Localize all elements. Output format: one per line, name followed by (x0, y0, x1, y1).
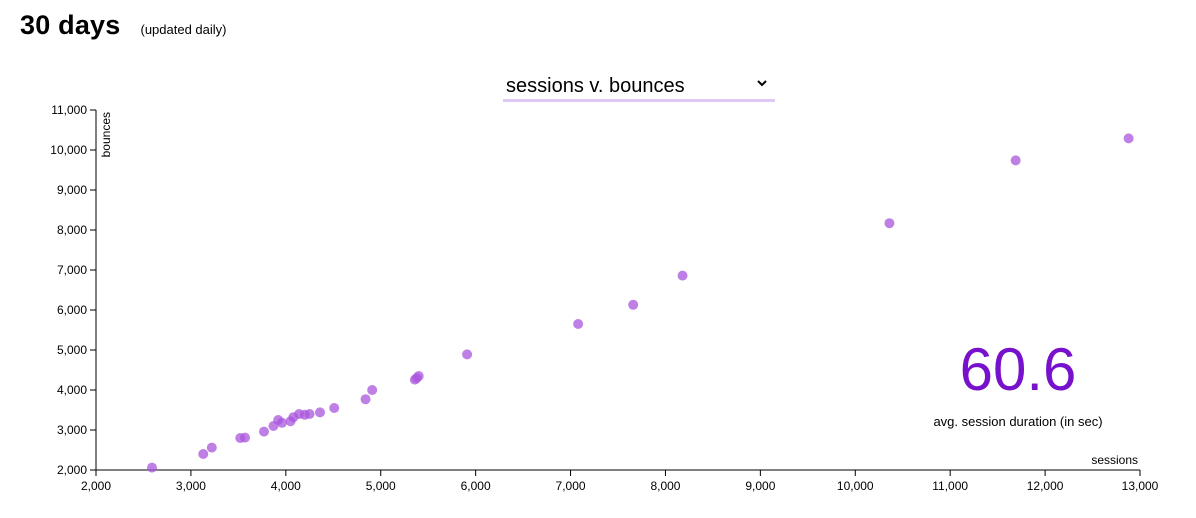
y-tick-label: 8,000 (57, 223, 87, 237)
data-point (258, 426, 269, 437)
data-points (146, 133, 1134, 473)
data-point (367, 385, 378, 395)
data-point (198, 449, 209, 459)
header: 30 days (updated daily) (20, 10, 226, 41)
x-tick-label: 8,000 (650, 479, 680, 493)
y-tick-label: 4,000 (57, 383, 87, 397)
x-tick-label: 4,000 (271, 479, 301, 493)
data-point (413, 371, 424, 381)
y-axis: 2,000 3,000 4,000 5,000 6,000 7,000 8,000 9,000… (50, 103, 97, 477)
data-point (573, 319, 584, 329)
y-tick: 2,000 (57, 463, 96, 477)
data-point (1123, 133, 1134, 144)
y-tick: 11,000 (51, 103, 96, 117)
x-tick: 13,000 (1122, 470, 1159, 493)
data-point (677, 270, 688, 281)
x-tick-label: 6,000 (461, 479, 491, 493)
data-point (314, 407, 325, 418)
data-point (329, 403, 340, 413)
y-tick: 10,000 (50, 143, 96, 157)
y-tick-label: 6,000 (57, 303, 87, 317)
data-point (462, 349, 473, 360)
x-tick: 5,000 (366, 470, 396, 493)
x-tick: 12,000 (1027, 470, 1064, 493)
y-tick-label: 10,000 (50, 143, 87, 157)
data-point (146, 462, 157, 473)
x-tick: 4,000 (271, 470, 301, 493)
data-point (360, 394, 371, 405)
x-tick-label: 13,000 (1122, 479, 1159, 493)
y-tick: 8,000 (57, 223, 96, 237)
data-point (240, 432, 251, 443)
y-tick: 5,000 (57, 343, 96, 357)
chart-type-select-value: sessions v. bounces (506, 75, 685, 97)
x-tick: 6,000 (461, 470, 491, 493)
y-tick-label: 5,000 (57, 343, 87, 357)
x-tick-label: 11,000 (932, 479, 968, 493)
chevron-down-icon (757, 80, 767, 87)
x-tick-label: 3,000 (176, 479, 206, 493)
data-point (628, 299, 639, 310)
y-tick-label: 7,000 (57, 263, 87, 277)
x-axis: 2,000 3,000 4,000 5,000 6,000 7,000 8,000 9,000… (81, 469, 1159, 493)
y-tick: 6,000 (57, 303, 96, 317)
x-tick-label: 5,000 (366, 479, 396, 493)
y-tick: 3,000 (57, 423, 96, 437)
x-tick: 3,000 (176, 470, 206, 493)
data-point (277, 417, 288, 428)
metric-label: avg. session duration (in sec) (933, 414, 1103, 429)
page-subtitle: (updated daily) (140, 22, 227, 37)
y-tick: 9,000 (57, 183, 96, 197)
x-tick: 8,000 (650, 470, 681, 493)
metric-value: 60.6 (959, 336, 1077, 403)
x-tick-label: 9,000 (745, 479, 775, 493)
data-point (304, 409, 315, 419)
x-tick: 7,000 (556, 470, 586, 493)
y-tick-label: 2,000 (57, 463, 87, 477)
y-axis-label: bounces (99, 112, 113, 157)
x-tick-label: 10,000 (837, 479, 874, 493)
data-point (1010, 155, 1021, 166)
x-tick: 9,000 (745, 470, 776, 493)
data-point (884, 218, 895, 229)
y-tick-label: 3,000 (57, 423, 87, 437)
x-tick: 2,000 (81, 470, 111, 493)
chart-type-select[interactable]: sessions v. bounces (503, 72, 775, 102)
x-tick: 10,000 (837, 470, 874, 493)
y-tick-label: 9,000 (57, 183, 87, 197)
x-axis-label: sessions (1091, 453, 1138, 467)
x-tick-label: 2,000 (81, 479, 111, 493)
y-tick-label: 11,000 (51, 103, 87, 117)
x-tick: 11,000 (932, 470, 968, 493)
data-point (206, 442, 217, 453)
page-title: 30 days (20, 10, 121, 40)
y-tick: 4,000 (57, 383, 96, 397)
x-tick-label: 7,000 (556, 479, 586, 493)
x-tick-label: 12,000 (1027, 479, 1064, 493)
y-tick: 7,000 (57, 263, 96, 277)
